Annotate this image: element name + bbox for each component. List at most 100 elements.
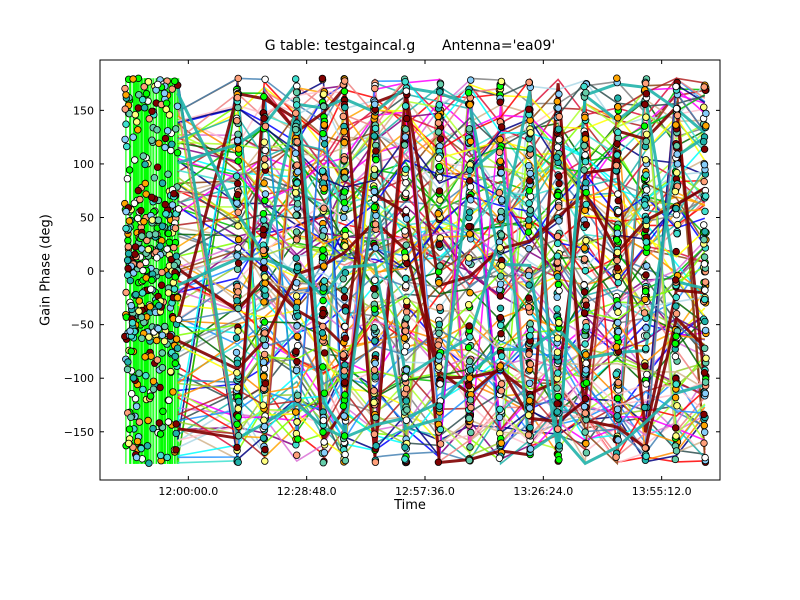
data-point [371, 359, 379, 367]
data-point [581, 409, 589, 417]
data-point [614, 94, 622, 102]
data-point [135, 369, 143, 377]
data-point [526, 176, 534, 185]
data-point [434, 119, 443, 127]
data-point [127, 301, 135, 310]
data-point [435, 101, 443, 109]
data-point [165, 396, 173, 404]
data-point [497, 168, 505, 177]
data-point [171, 352, 179, 361]
data-point [370, 366, 379, 374]
data-point [371, 84, 379, 93]
data-point [402, 165, 410, 173]
data-point [614, 128, 622, 136]
data-point [614, 196, 622, 205]
data-point [612, 453, 620, 461]
data-point [642, 271, 650, 279]
data-point [320, 449, 329, 457]
series-line [177, 80, 706, 257]
data-point [141, 160, 149, 169]
data-point [613, 412, 621, 420]
data-point [525, 216, 533, 224]
data-point [261, 162, 269, 170]
data-point [170, 77, 179, 85]
data-point [149, 377, 158, 385]
series-line [177, 104, 706, 446]
data-point [173, 294, 182, 302]
data-point [401, 102, 410, 110]
data-point [340, 286, 349, 294]
series-line [177, 195, 706, 294]
data-point [294, 435, 302, 443]
data-point [701, 453, 709, 462]
data-point [126, 276, 134, 285]
data-point [403, 114, 411, 123]
data-point [260, 257, 268, 266]
data-point [126, 327, 134, 335]
data-point [234, 222, 242, 230]
data-point [161, 200, 169, 209]
data-point [370, 285, 378, 293]
data-point [495, 188, 504, 197]
data-point [234, 157, 242, 165]
data-point [123, 174, 132, 183]
data-point [140, 217, 148, 226]
data-point [581, 340, 589, 348]
data-point [700, 160, 709, 169]
data-point [642, 171, 650, 179]
data-point [672, 424, 680, 432]
data-point [341, 188, 349, 196]
data-point [435, 154, 443, 162]
data-point [320, 184, 328, 193]
data-point [672, 204, 680, 213]
data-point [497, 439, 505, 447]
data-point [235, 397, 243, 406]
data-point [162, 105, 170, 113]
data-point [435, 402, 444, 410]
data-point [173, 102, 182, 110]
data-point [294, 167, 302, 176]
data-point [553, 400, 561, 408]
data-point [672, 293, 680, 301]
data-point [260, 422, 269, 431]
data-point [259, 335, 267, 343]
data-point [672, 380, 680, 388]
data-point [614, 327, 623, 336]
data-point [496, 157, 504, 165]
data-point [153, 80, 162, 89]
data-point [292, 149, 300, 157]
data-point [436, 262, 444, 270]
x-tick-label: 12:00:00.0 [158, 485, 218, 498]
data-point [233, 93, 242, 102]
data-point [124, 236, 132, 245]
data-point [293, 101, 301, 109]
data-point [497, 77, 506, 86]
data-point [233, 190, 242, 199]
series-line [177, 80, 705, 459]
data-point [466, 208, 474, 216]
data-point [143, 442, 152, 450]
series-line [177, 106, 706, 241]
data-point [467, 76, 475, 84]
data-point [555, 286, 563, 295]
data-point [526, 145, 534, 153]
data-point [434, 341, 442, 349]
highlight-series-line [177, 166, 705, 433]
data-point [497, 272, 505, 280]
data-point [142, 372, 150, 380]
data-point [234, 304, 242, 313]
data-point [554, 203, 563, 211]
data-point [170, 243, 178, 252]
data-point [134, 214, 142, 223]
data-point [673, 142, 681, 150]
data-point [341, 231, 349, 240]
data-point [700, 137, 708, 146]
data-point [260, 318, 269, 326]
data-point [614, 207, 623, 216]
data-point [582, 379, 591, 387]
data-point [128, 319, 137, 327]
data-point [614, 103, 622, 111]
data-point [612, 161, 621, 170]
data-point [402, 416, 411, 424]
